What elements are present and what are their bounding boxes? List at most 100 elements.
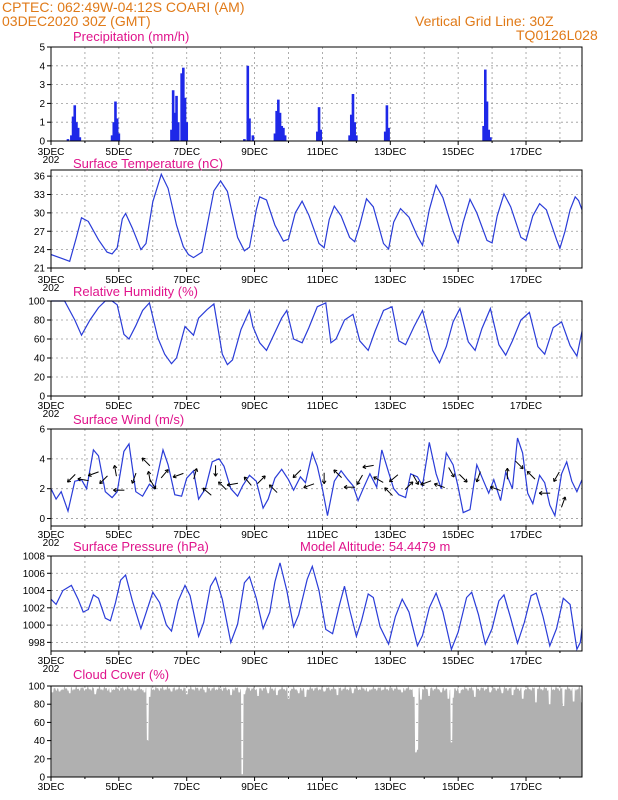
- wind-arrow: [489, 485, 501, 492]
- precip-bar: [485, 101, 489, 141]
- temp-xtick-label: 9DEC: [241, 275, 268, 286]
- cloud-xtick-label: 7DEC: [173, 782, 200, 793]
- wind-arrow-shaft: [202, 487, 212, 496]
- precip-bar: [246, 65, 250, 141]
- precip-xtick-label: 11DEC: [307, 147, 339, 158]
- wind-arrow-head: [193, 468, 199, 472]
- precip-bar: [383, 131, 387, 141]
- rh-frame: [50, 300, 583, 397]
- wind-arrow: [362, 464, 374, 470]
- pressure-ytick-label: 1002: [23, 603, 46, 614]
- wind-arrow: [226, 482, 239, 487]
- wind-arrow-shaft: [333, 469, 342, 479]
- cloud-xtick-label: 3DEC: [38, 782, 65, 793]
- rh-xtick-label: 3DEC: [38, 401, 65, 412]
- precip-bar: [66, 139, 70, 141]
- temp-xtick-label: 17DEC: [510, 275, 542, 286]
- precip-bar: [282, 127, 285, 141]
- precip-bar: [112, 122, 116, 141]
- rh-xtick-label: 5DEC: [106, 401, 133, 412]
- wind-arrow-head: [553, 477, 558, 482]
- wind-arrow: [412, 474, 420, 485]
- wind-arrow-shaft: [172, 472, 184, 478]
- wind-ytick-label: 4: [39, 454, 45, 465]
- wind-arrow: [526, 470, 536, 480]
- pressure-ytick-label: 1008: [23, 552, 46, 563]
- wind-arrow-head: [415, 480, 420, 485]
- pressure-year-label: 202: [43, 664, 60, 675]
- temp-panel: 21 24 27 30 33 36 3DEC 5DEC 7DEC 9DEC 11DEC 13DEC 15…: [34, 156, 583, 294]
- wind-xtick-label: 5DEC: [106, 530, 133, 541]
- wind-arrow-shaft: [434, 483, 445, 489]
- rh-xtick-label: 15DEC: [442, 401, 474, 412]
- precip-bar: [353, 122, 356, 141]
- temp-year-label: 202: [43, 283, 60, 294]
- wind-arrow-shaft: [141, 457, 151, 467]
- wind-arrow-head: [112, 465, 118, 469]
- temp-ytick-label: 33: [34, 190, 46, 201]
- wind-arrow-shaft: [303, 483, 315, 489]
- header-location: CPTEC: 062:49W-04:12S COARI (AM): [2, 0, 245, 15]
- wind-arrow-head: [226, 482, 231, 487]
- wind-arrow-head: [538, 490, 543, 496]
- wind-title: Surface Wind (m/s): [73, 412, 184, 427]
- wind-arrow-head: [450, 473, 455, 478]
- precip-bar: [278, 112, 282, 141]
- rh-series-line: [51, 300, 583, 366]
- rh-xtick-label: 17DEC: [510, 401, 542, 412]
- wind-arrow-head: [152, 485, 157, 490]
- wind-arrow: [384, 487, 393, 496]
- precip-bar: [185, 122, 189, 141]
- precip-bar: [171, 90, 175, 141]
- wind-arrow-head: [562, 496, 567, 501]
- wind-arrow-head: [321, 480, 327, 485]
- precip-bar: [76, 127, 80, 141]
- wind-xtick-label: 15DEC: [442, 530, 474, 541]
- precip-bar: [70, 135, 73, 141]
- wind-arrow-shaft: [476, 471, 481, 483]
- precip-bar: [487, 129, 490, 141]
- wind-arrow-head: [505, 468, 510, 472]
- wind-arrow-shaft: [362, 464, 374, 468]
- wind-arrow-shaft: [268, 484, 278, 493]
- precip-bar: [283, 135, 287, 141]
- temp-xtick-label: 15DEC: [442, 275, 474, 286]
- wind-arrow: [356, 474, 363, 485]
- wind-arrow-head: [268, 484, 273, 489]
- wind-arrow-shaft: [131, 472, 137, 484]
- wind-arrow-shaft: [514, 460, 524, 470]
- temp-xtick-label: 13DEC: [374, 275, 406, 286]
- precip-bar: [348, 135, 351, 141]
- wind-arrow-head: [131, 479, 136, 484]
- pressure-ytick-label: 1006: [23, 569, 46, 580]
- wind-arrow: [373, 476, 384, 483]
- wind-arrow: [217, 481, 227, 490]
- cloud-xtick-label: 5DEC: [106, 782, 133, 793]
- wind-arrow: [514, 460, 524, 470]
- wind-arrow-shaft: [160, 469, 169, 479]
- wind-arrow-shaft: [227, 482, 239, 486]
- wind-arrow-head: [343, 484, 348, 490]
- wind-arrow: [99, 475, 108, 485]
- temp-series-line: [50, 172, 583, 263]
- wind-arrow-head: [217, 481, 222, 486]
- wind-arrow: [87, 471, 99, 477]
- pressure-series-line: [50, 562, 583, 652]
- cloud-panel: 0 20 40 60 80 100 3DEC 5DEC 7DEC 9DEC 11DEC 13DEC 15…: [28, 667, 583, 793]
- wind-arrow-shaft: [420, 480, 432, 486]
- wind-arrow-shaft: [99, 475, 108, 484]
- wind-arrow-head: [519, 465, 524, 470]
- precip-bar: [280, 125, 284, 141]
- wind-arrow-shaft: [448, 467, 455, 478]
- wind-arrow: [113, 487, 125, 493]
- wind-arrow: [172, 472, 184, 479]
- wind-arrow-head: [333, 469, 338, 474]
- wind-arrow-shaft: [490, 486, 501, 492]
- wind-arrow: [553, 471, 560, 482]
- wind-ytick-label: 6: [39, 425, 45, 436]
- wind-arrow: [112, 465, 118, 477]
- pressure-xtick-label: 7DEC: [173, 656, 200, 667]
- precip-bar: [277, 99, 280, 141]
- wind-arrow: [560, 496, 567, 508]
- rh-ytick-label: 40: [34, 354, 46, 365]
